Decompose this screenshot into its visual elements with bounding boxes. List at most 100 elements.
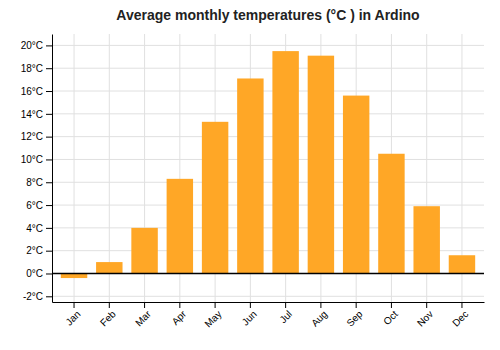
y-grid-line — [52, 68, 484, 69]
x-tick: Dec — [450, 302, 470, 329]
y-tick: 4°C — [26, 223, 52, 234]
y-tick-label: 14°C — [21, 109, 43, 120]
y-axis: -2°C0°C2°C4°C6°C8°C10°C12°C14°C16°C18°C2… — [21, 35, 53, 303]
y-tick: 16°C — [21, 86, 52, 97]
bar — [96, 262, 122, 273]
y-tick: 18°C — [21, 63, 52, 74]
x-tick-label: Aug — [309, 308, 329, 328]
x-tick-label: Jan — [63, 308, 82, 327]
y-grid-line — [52, 273, 484, 274]
x-tick-label: Apr — [170, 308, 189, 327]
chart-container: -2°C0°C2°C4°C6°C8°C10°C12°C14°C16°C18°C2… — [0, 0, 500, 350]
y-tick-mark — [46, 91, 52, 92]
y-tick-label: 16°C — [21, 86, 43, 97]
grid — [52, 34, 484, 302]
y-grid-line — [52, 296, 484, 297]
bar — [308, 56, 334, 274]
y-tick-label: 8°C — [26, 177, 43, 188]
x-tick-mark — [320, 302, 321, 308]
bar — [237, 78, 263, 273]
y-tick: 8°C — [26, 177, 52, 188]
x-tick-label: Jul — [277, 308, 294, 325]
bar — [449, 255, 475, 273]
chart-svg: -2°C0°C2°C4°C6°C8°C10°C12°C14°C16°C18°C2… — [0, 0, 500, 350]
x-tick-mark — [109, 302, 110, 308]
y-tick-mark — [46, 251, 52, 252]
y-tick: 6°C — [26, 200, 52, 211]
x-tick-label: Dec — [450, 308, 470, 328]
y-tick: -2°C — [23, 291, 52, 302]
y-tick-mark — [46, 68, 52, 69]
y-tick-mark — [46, 273, 52, 274]
bar — [378, 154, 404, 274]
y-tick: 12°C — [21, 131, 52, 142]
x-tick-label: Jun — [240, 308, 259, 327]
x-tick-mark — [215, 302, 216, 308]
x-grid-line — [74, 34, 75, 302]
x-tick-mark — [391, 302, 392, 308]
bar — [131, 228, 157, 274]
x-tick-mark — [356, 302, 357, 308]
y-tick-mark — [46, 114, 52, 115]
x-tick: Oct — [381, 302, 400, 327]
x-tick-mark — [179, 302, 180, 308]
x-tick: Feb — [98, 302, 118, 328]
x-tick-mark — [426, 302, 427, 308]
y-grid-line — [52, 182, 484, 183]
x-tick-label: Feb — [98, 308, 118, 328]
y-tick-label: 12°C — [21, 131, 43, 142]
y-grid-line — [52, 91, 484, 92]
bar — [413, 206, 439, 273]
y-tick-label: 4°C — [26, 223, 43, 234]
bars — [52, 51, 484, 278]
x-tick-mark — [285, 302, 286, 308]
y-tick-label: -2°C — [23, 291, 43, 302]
bar — [272, 51, 298, 273]
x-tick-mark — [250, 302, 251, 308]
y-tick-label: 18°C — [21, 63, 43, 74]
x-tick: Nov — [415, 302, 435, 329]
y-tick-mark — [46, 205, 52, 206]
x-tick: Jul — [277, 302, 294, 325]
x-tick: Mar — [133, 302, 153, 328]
y-tick: 10°C — [21, 154, 52, 165]
bar — [202, 122, 228, 274]
bar — [167, 179, 193, 274]
y-tick-label: 6°C — [26, 200, 43, 211]
y-grid-line — [52, 205, 484, 206]
y-tick-mark — [46, 159, 52, 160]
y-tick-mark — [46, 228, 52, 229]
y-tick-label: 2°C — [26, 245, 43, 256]
x-tick: Jan — [63, 302, 82, 328]
x-tick: Apr — [170, 302, 189, 327]
x-tick-label: Mar — [133, 308, 153, 328]
x-tick-label: Sep — [344, 308, 365, 329]
y-grid-line — [52, 159, 484, 160]
x-tick: Aug — [309, 302, 329, 329]
x-tick-label: May — [202, 308, 223, 329]
x-tick-label: Oct — [381, 308, 400, 327]
plot: -2°C0°C2°C4°C6°C8°C10°C12°C14°C16°C18°C2… — [21, 34, 485, 330]
x-tick-mark — [144, 302, 145, 308]
x-tick-mark — [461, 302, 462, 308]
x-tick-mark — [74, 302, 75, 308]
y-tick-mark — [46, 182, 52, 183]
y-tick-mark — [46, 137, 52, 138]
x-tick: May — [202, 302, 223, 330]
y-grid-line — [52, 136, 484, 137]
x-tick-label: Nov — [415, 308, 435, 328]
title: Average monthly temperatures (°C ) in Ar… — [116, 7, 419, 23]
x-axis-line — [53, 302, 485, 303]
x-grid-line — [109, 34, 110, 302]
y-tick-mark — [46, 296, 52, 297]
zero-line — [52, 273, 484, 275]
y-tick: 20°C — [21, 40, 52, 51]
y-tick: 14°C — [21, 109, 52, 120]
y-tick-mark — [46, 45, 52, 46]
x-tick: Jun — [240, 302, 259, 328]
y-grid-line — [52, 45, 484, 46]
bar — [343, 96, 369, 274]
y-grid-line — [52, 113, 484, 114]
x-axis: Jan Feb Mar Apr May Jun Jul Aug Sep Oct Nov Dec — [53, 302, 485, 330]
x-tick: Sep — [344, 302, 365, 329]
